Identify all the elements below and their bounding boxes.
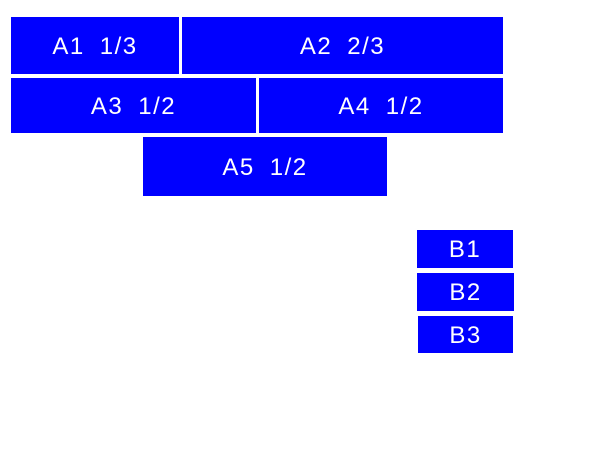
box-a3-fraction: 1/2 <box>138 92 177 120</box>
box-b3: B3 <box>418 316 513 353</box>
box-a5: A5 1/2 <box>143 137 387 196</box>
box-a1-fraction: 1/3 <box>99 32 138 60</box>
box-a4-fraction: 1/2 <box>385 92 424 120</box>
box-a2-fraction: 2/3 <box>347 32 386 60</box>
box-a3: A3 1/2 <box>11 78 256 133</box>
box-a2: A2 2/3 <box>182 17 503 74</box>
box-a5-fraction: 1/2 <box>269 153 308 181</box>
box-a5-label: A5 <box>222 153 255 181</box>
box-b1: B1 <box>417 230 513 268</box>
box-b3-label: B3 <box>449 321 482 349</box>
box-a4-label: A4 <box>338 92 371 120</box>
box-b2-label: B2 <box>449 279 482 306</box>
box-a1: A1 1/3 <box>11 17 179 74</box>
box-b2: B2 <box>417 273 514 311</box>
box-a3-label: A3 <box>90 92 124 120</box>
box-a1-label: A1 <box>52 32 85 60</box>
box-b1-label: B1 <box>448 236 482 263</box>
box-a2-label: A2 <box>299 32 333 60</box>
box-a4: A4 1/2 <box>259 78 503 133</box>
